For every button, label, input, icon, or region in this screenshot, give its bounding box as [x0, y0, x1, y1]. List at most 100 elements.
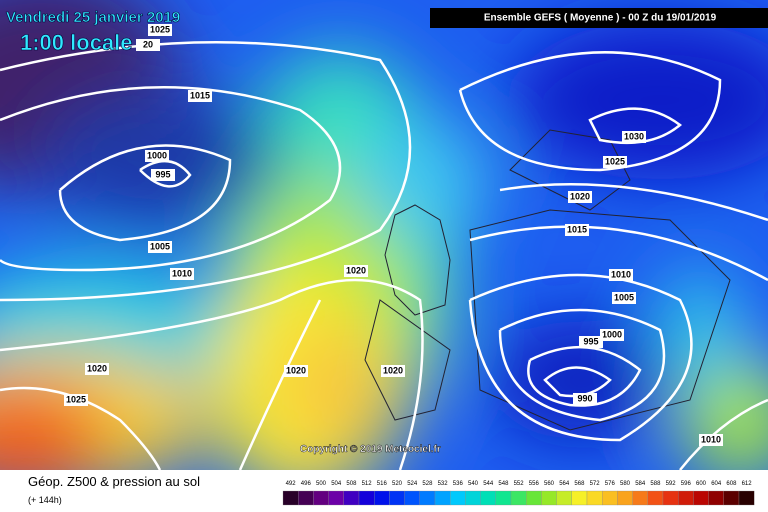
isobar-label: 1000 [602, 329, 622, 339]
scale-label: 564 [559, 481, 570, 487]
isobar-label-bg [344, 265, 368, 277]
time: 1:00 locale [20, 30, 133, 55]
scale-swatch [693, 490, 709, 506]
isobar-label: 990 [577, 393, 592, 403]
isobar-label: 1015 [567, 224, 587, 234]
isobar-label: 1025 [605, 156, 625, 166]
scale-swatch [617, 490, 633, 506]
scale-label: 524 [407, 481, 418, 487]
scale-swatch [678, 490, 694, 506]
scale-label: 608 [726, 481, 737, 487]
isobar-label-bg [565, 224, 589, 236]
scale-swatch [374, 490, 390, 506]
isobar-label: 1030 [624, 131, 644, 141]
color-scale: 492 496 500 504 508 512 516 520 524 528 532 536 540 5… [282, 481, 755, 506]
scale-label: 520 [392, 481, 403, 487]
isobar-label: 1020 [570, 191, 590, 201]
isobar-label: 1000 [147, 150, 167, 160]
scale-swatch [602, 490, 618, 506]
scale-swatch [313, 490, 329, 506]
scale-label: 556 [529, 481, 540, 487]
isobar-label-bg [85, 363, 109, 375]
scale-label: 516 [377, 481, 388, 487]
isobar-label-bg [622, 131, 646, 143]
scale-swatch [343, 490, 360, 506]
isobar-label: 1010 [172, 268, 192, 278]
isobar-label-bg [609, 269, 633, 281]
isobar-label-bg [579, 336, 603, 348]
scale-label: 552 [514, 481, 525, 487]
footer-title: Géop. Z500 & pression au sol [28, 474, 200, 489]
scale-label: 532 [438, 481, 449, 487]
scale-label: 512 [362, 481, 373, 487]
scale-label: 508 [346, 481, 357, 487]
scale-swatch [647, 490, 664, 506]
scale-label: 592 [666, 481, 677, 487]
copyright: Copyright © 2019 Meteociel.fr [300, 444, 441, 455]
isobar-label-bg [600, 329, 624, 341]
header-box [430, 8, 768, 28]
scale-swatch [480, 490, 496, 506]
scale-swatch [419, 490, 436, 506]
scale-swatch [450, 490, 466, 506]
scale-swatch [358, 490, 375, 506]
isobar-label-bg [148, 241, 172, 253]
isobar-label-bg [170, 268, 194, 280]
scale-swatch [298, 490, 314, 506]
scale-swatch [495, 490, 512, 506]
scale-swatch [632, 490, 648, 506]
isobar-label-bg [573, 393, 597, 405]
header: Ensemble GEFS ( Moyenne ) - 00 Z du 19/0… [484, 13, 717, 24]
isobar-label-bg [612, 292, 636, 304]
scale-swatch [708, 490, 724, 506]
isobar-label-bg [136, 39, 160, 51]
isobar-label-bg [568, 191, 592, 203]
isobar-label: 1015 [190, 90, 210, 100]
scale-swatch [541, 490, 557, 506]
isobar-label-bg [188, 90, 212, 102]
isobars [0, 40, 768, 470]
scale-label: 580 [620, 481, 631, 487]
isobar-label-bg [284, 365, 308, 377]
scale-swatch [738, 490, 755, 506]
isobar-label: 1005 [614, 292, 634, 302]
scale-swatch [389, 490, 405, 506]
map-field: 1025 20 1015 1000 995 1005 1010 1020 1020 1020 102… [0, 0, 768, 470]
scale-swatch [556, 490, 572, 506]
isobar-label: 20 [143, 39, 153, 49]
scale-label: 568 [574, 481, 585, 487]
scale-label: 504 [331, 481, 342, 487]
scale-label: 604 [711, 481, 722, 487]
scale-label: 536 [453, 481, 464, 487]
scale-label: 544 [483, 481, 494, 487]
scale-swatch [434, 490, 451, 506]
scale-label: 492 [286, 481, 297, 487]
isobar-label-bg [381, 365, 405, 377]
scale-label: 576 [605, 481, 616, 487]
isobar-label: 1020 [87, 363, 107, 373]
footer-lead: (+ 144h) [28, 495, 62, 505]
scale-swatch [404, 490, 420, 506]
scale-label: 540 [468, 481, 479, 487]
isobar-label-bg [64, 394, 88, 406]
isobar-label: 995 [155, 169, 170, 179]
isobar-label-bg [699, 434, 723, 446]
scale-swatch [571, 490, 588, 506]
isobar-label: 1010 [701, 434, 721, 444]
scale-label: 528 [422, 481, 433, 487]
isobar-label-bg [148, 24, 172, 36]
scale-swatch [662, 490, 679, 506]
scale-swatch [586, 490, 603, 506]
scale-swatch [282, 490, 299, 506]
isobar-label-bg [151, 169, 175, 181]
scale-label: 560 [544, 481, 555, 487]
scale-swatch [328, 490, 344, 506]
isobar-label-bg [145, 150, 169, 162]
isobar-label: 995 [583, 336, 598, 346]
isobar-label: 1005 [150, 241, 170, 251]
scale-label: 548 [498, 481, 509, 487]
scale-label: 572 [590, 481, 601, 487]
isobar-label: 1020 [286, 365, 306, 375]
isobar-label: 1010 [611, 269, 631, 279]
